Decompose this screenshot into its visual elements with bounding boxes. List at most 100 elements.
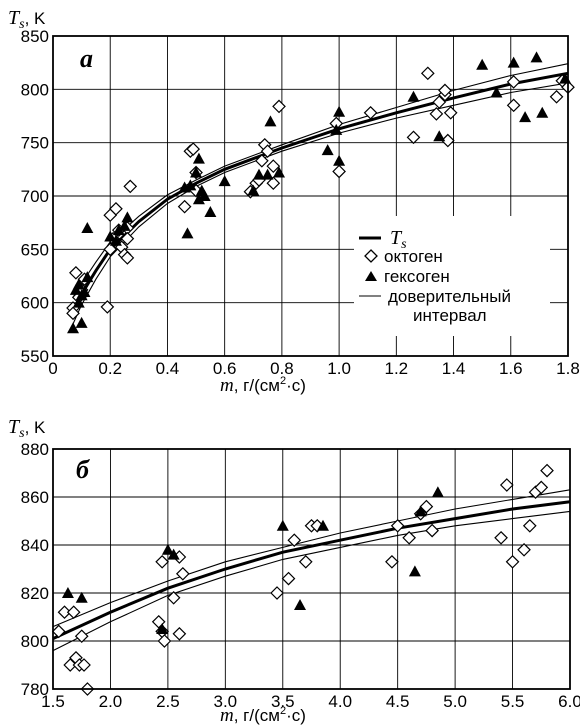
panel-a-hexogen-point [192, 152, 205, 164]
legend-label-hexogen: гексоген [384, 267, 450, 286]
panel-a-octogen-point [66, 306, 80, 321]
legend-item-confidence: доверительный интервал [359, 287, 511, 325]
panel-b-fit-curve-lower [52, 510, 571, 652]
panel-b-data-points [51, 463, 554, 696]
panel-a-hexogen-point [198, 190, 211, 201]
panel-b-hexogen-point [431, 486, 444, 498]
panel-a-hexogen-point [273, 166, 286, 178]
panel-b-x-tick-label: 5.5 [501, 692, 525, 711]
panel-a-hexogen-point [519, 111, 532, 123]
panel-a-octogen-point [260, 144, 275, 159]
panel-a-x-tick-label: 0.2 [98, 359, 122, 378]
panel-b-hexogen-point [414, 505, 427, 517]
legend-label-confidence-1: доверительный [388, 287, 511, 306]
panel-a-octogen-point [549, 89, 564, 104]
panel-b-octogen-point [505, 554, 520, 569]
panel-a-hexogen-point [476, 58, 489, 70]
panel-a-hexogen-point [247, 184, 260, 196]
panel-a-y-tick-label: 650 [21, 240, 49, 259]
panel-a-letter: а [80, 44, 93, 73]
panel-b-octogen-point [499, 478, 514, 492]
panel-a-xlabel: m, г/(см2·с) [220, 375, 306, 396]
panel-a-y-tick-label: 700 [21, 187, 49, 206]
panel-a-octogen-point [120, 231, 135, 246]
panel-a-octogen-point [123, 179, 138, 194]
panel-b-octogen-point [166, 590, 181, 605]
panel-b-fit-curves [52, 489, 571, 652]
panel-a-hexogen-point [190, 166, 203, 178]
panel-a-hexogen-point [530, 51, 543, 63]
panel-a-hexogen-point [72, 296, 85, 308]
panel-a-x-tick-label: 0.8 [270, 359, 294, 378]
panel-b: Ts, K 780 800 820 840 860 880 1.5 2.0 2.5 3.0 3.5… [8, 416, 580, 726]
panel-a-octogen-point [103, 242, 118, 257]
panel-a-hexogen-point [184, 179, 197, 191]
panel-a-hexogen-point [72, 278, 85, 290]
panel-b-x-tick-label: 4.5 [386, 692, 410, 711]
legend-item-octogen: октоген [364, 247, 443, 266]
panel-a-hexogen-point [261, 168, 274, 180]
panel-b-octogen-point [390, 518, 405, 533]
panel-b-octogen-point [51, 624, 66, 639]
panel-a-x-tick-label: 1.2 [385, 359, 409, 378]
panel-b-octogen-point [287, 533, 302, 548]
panel-a-y-tick-label: 600 [21, 294, 49, 313]
panel-a-octogen-point [438, 83, 452, 98]
legend-item-ts: Ts [359, 227, 407, 252]
panel-a-hexogen-point [81, 271, 94, 283]
panel-b-hexogen-point [75, 591, 88, 603]
panel-b-plot-frame [52, 448, 571, 690]
panel-a-plot-frame [52, 35, 569, 357]
panel-a-octogen-point [177, 199, 192, 214]
panel-a-hexogen-point [121, 211, 134, 223]
legend-label-ts: Ts [390, 227, 407, 252]
legend-item-hexogen: гексоген [365, 267, 450, 286]
panel-b-hexogen-point [161, 543, 174, 555]
panel-b-octogen-point [77, 658, 91, 672]
legend: Ts октоген гексоген доверительный интерв… [354, 216, 550, 336]
panel-b-y-tick-label: 840 [21, 536, 49, 555]
panel-a-hexogen-point [78, 286, 91, 297]
panel-a-hexogen-point [490, 86, 503, 98]
panel-a-octogen-point [266, 176, 281, 191]
panel-b-x-tick-label: 3.0 [214, 692, 238, 711]
panel-b-octogen-point [534, 480, 549, 495]
panel-a-octogen-point [186, 142, 201, 156]
panel-a-hexogen-point [333, 105, 346, 117]
panel-b-hexogen-point [316, 519, 329, 531]
panel-b-octogen-point [66, 605, 81, 620]
panel-b-x-ticks: 1.5 2.0 2.5 3.0 3.5 4.0 4.5 5.0 5.5 6.0 [41, 692, 580, 711]
panel-a-x-tick-label: 0.4 [156, 359, 180, 378]
panel-a-x-tick-label: 1.4 [442, 359, 466, 378]
panel-b-y-tick-label: 800 [21, 632, 49, 651]
panel-b-letter: б [76, 455, 90, 484]
panel-a-octogen-point [432, 95, 447, 109]
panel-b-octogen-point [74, 629, 89, 644]
panel-a-octogen-point [420, 66, 435, 81]
legend-triangle-icon [365, 271, 377, 281]
panel-b-octogen-point [419, 499, 434, 514]
panel-a-hexogen-point [104, 230, 117, 242]
panel-b-x-tick-label: 5.0 [443, 692, 467, 711]
panel-a-hexogen-point [192, 193, 205, 205]
panel-a-x-tick-label: 1.6 [499, 359, 523, 378]
panel-a-hexogen-point [204, 206, 217, 217]
legend-label-octogen: октоген [384, 247, 443, 266]
panel-b-grid [53, 449, 570, 689]
panel-a-hexogen-point [264, 115, 277, 127]
panel-a-fit-curve-lower [72, 82, 569, 325]
panel-a-y-tick-label: 750 [21, 134, 49, 153]
panel-b-octogen-point [298, 554, 313, 569]
panel-a: Ts, K 550 600 650 700 750 800 850 0 0.2 0.4 0.6 0.… [8, 7, 580, 396]
panel-a-hexogen-point [75, 316, 88, 328]
panel-b-octogen-point [281, 571, 296, 586]
panel-a-x-ticks: 0 0.2 0.4 0.6 0.8 1.0 1.2 1.4 1.6 1.8 [48, 359, 580, 378]
panel-a-hexogen-point [181, 227, 194, 239]
panel-a-octogen-point [266, 159, 281, 173]
panel-a-y-tick-label: 800 [21, 80, 49, 99]
panel-b-y-tick-label: 780 [21, 680, 49, 699]
panel-b-y-tick-label: 860 [21, 488, 49, 507]
panel-a-octogen-point [406, 130, 421, 145]
panel-a-hexogen-point [81, 222, 94, 233]
